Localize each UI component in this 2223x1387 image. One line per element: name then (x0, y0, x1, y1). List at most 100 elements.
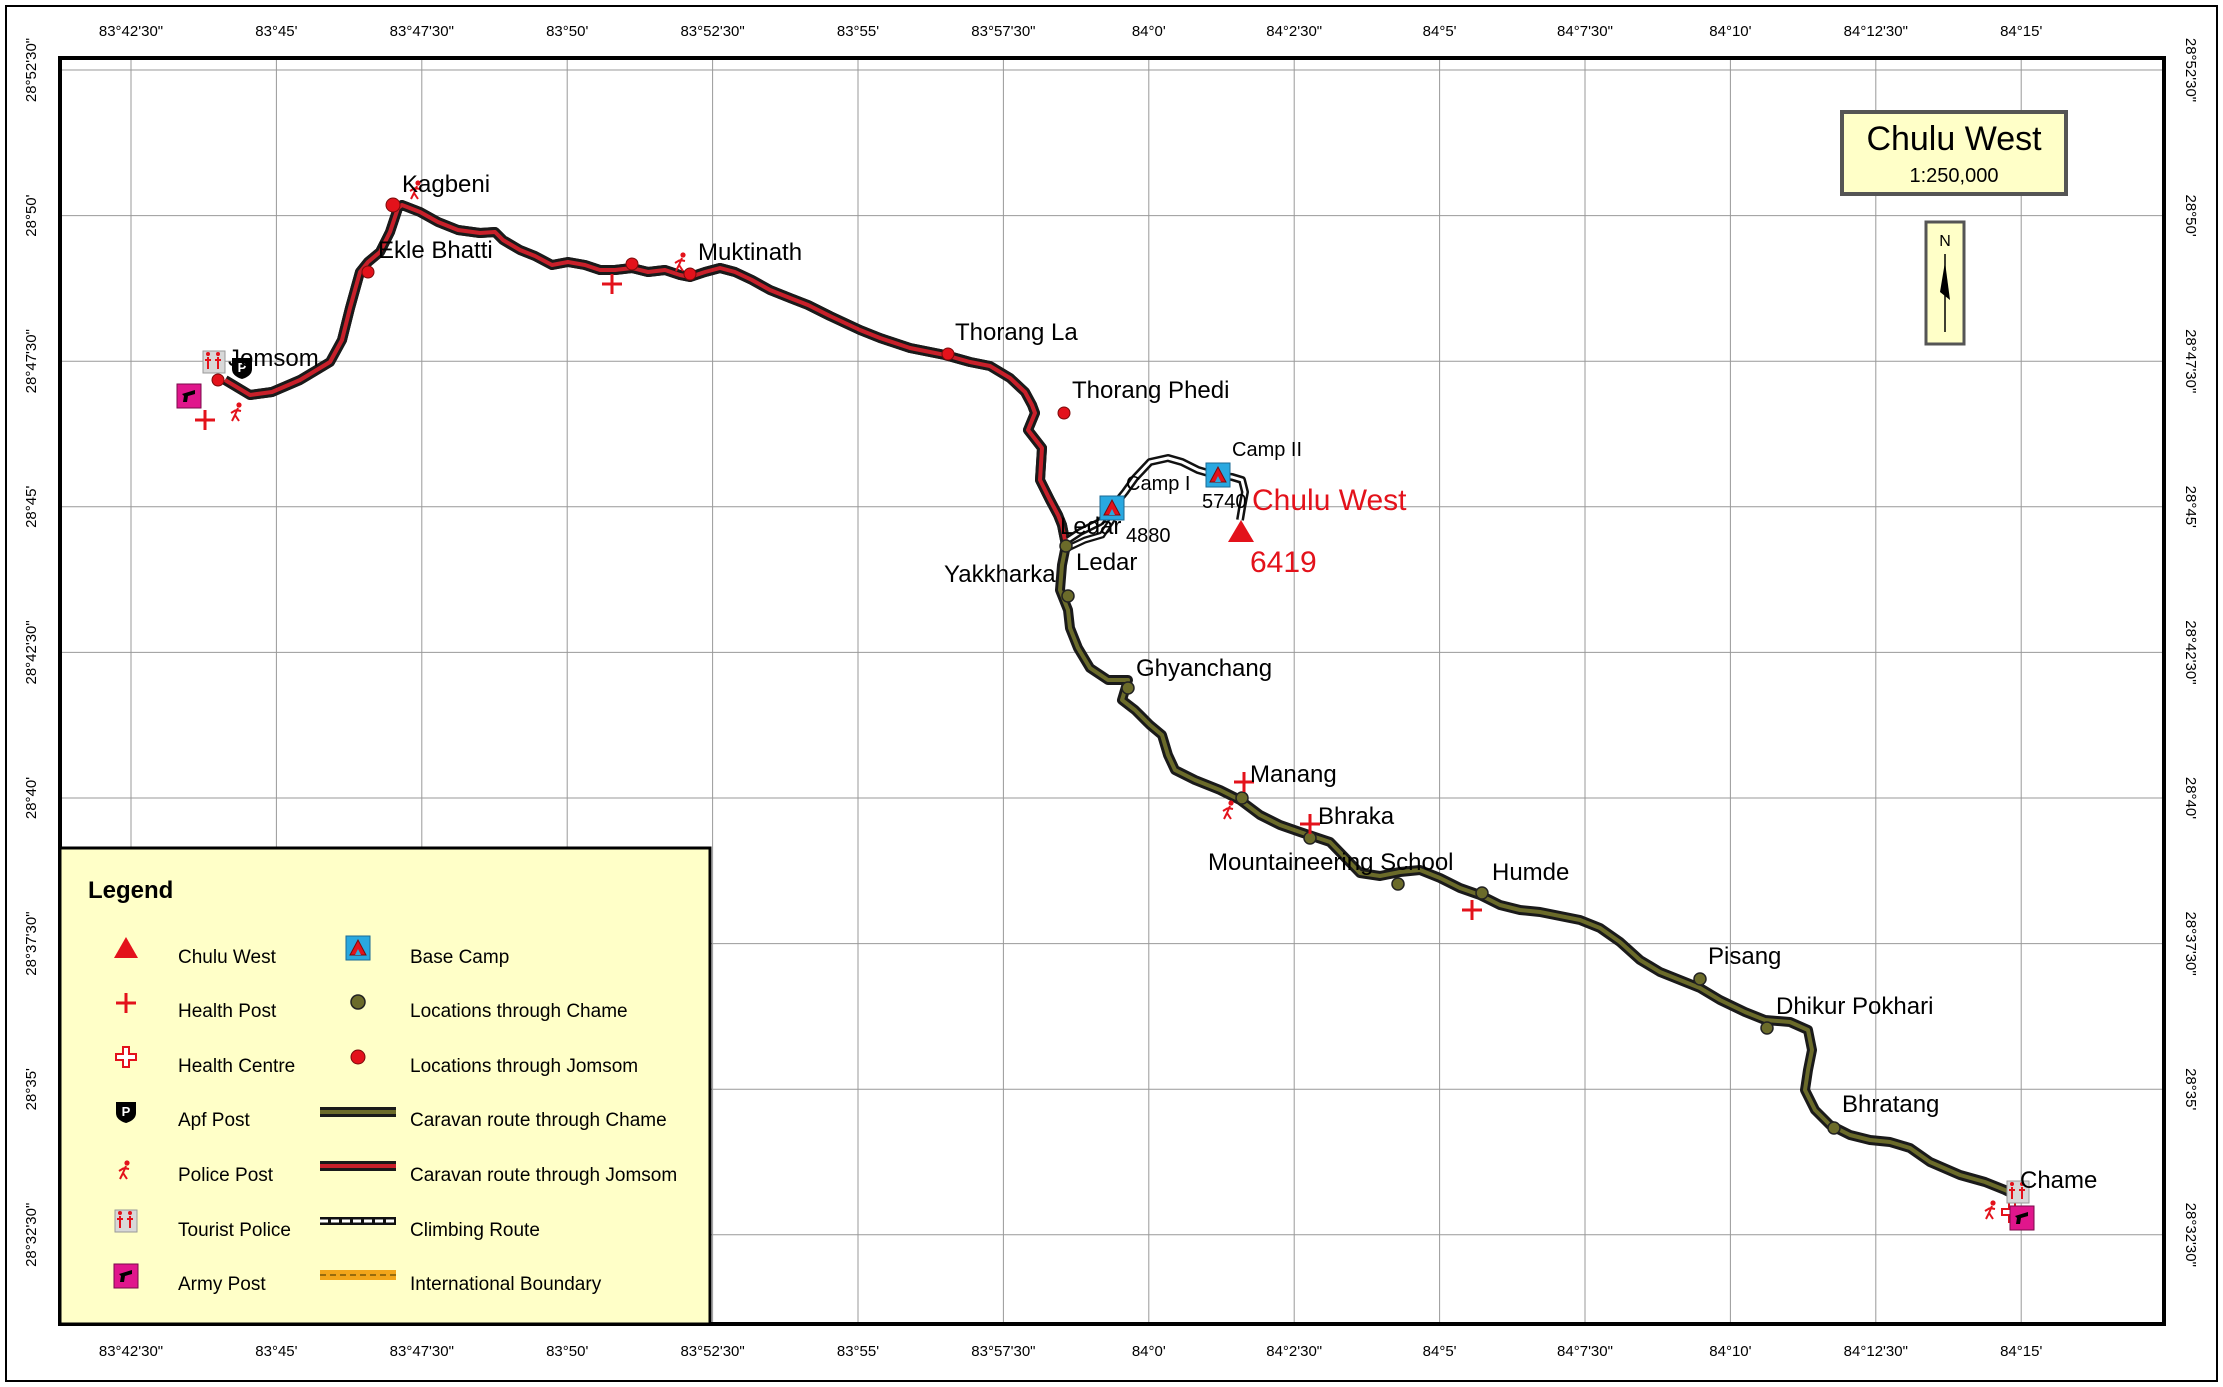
legend-label-health-post: Health Post (178, 1001, 277, 1022)
ekle-bhatti-label: Ekle Bhatti (378, 237, 493, 264)
lat-label-right: 28°45' (2182, 486, 2199, 528)
legend-label-tourist-police: Tourist Police (178, 1220, 291, 1241)
lon-label-top: 83°52'30" (680, 23, 744, 40)
lon-label-top: 83°45' (255, 23, 297, 40)
mountaineering-school-dot (1391, 877, 1405, 891)
lon-label-top: 84°12'30" (1844, 23, 1908, 40)
title-box: Chulu West 1:250,000 (1840, 110, 2068, 196)
camp-ii-elevation: 5740 (1202, 491, 1247, 513)
legend-label-apf-post: Apf Post (178, 1110, 251, 1131)
lat-label-right: 28°52'30" (2182, 38, 2199, 102)
lat-label-right: 28°47'30" (2182, 329, 2199, 393)
legend-chame-location-icon (350, 994, 366, 1010)
chame-locations (1059, 539, 1841, 1135)
mountaineering-school-label: Mountaineering School (1208, 849, 1454, 876)
lon-label-top: 83°57'30" (971, 23, 1035, 40)
lat-label-left: 28°32'30" (23, 1203, 40, 1267)
legend-label-jomsom-locations: Locations through Jomsom (410, 1056, 638, 1077)
lat-label-left: 28°45' (23, 486, 40, 528)
legend-label-chulu-west: Chulu West (178, 947, 277, 968)
chame-route (1055, 544, 2018, 1200)
muktinath-label: Muktinath (698, 239, 802, 266)
yakkharka-label: Yakkharka (944, 561, 1056, 588)
lon-label-top: 84°7'30" (1557, 23, 1613, 40)
ghyanchang-label: Ghyanchang (1136, 655, 1272, 682)
map-title: Chulu West (1866, 120, 2042, 158)
camp-i-label: Camp I (1126, 473, 1190, 495)
humde-label: Humde (1492, 859, 1569, 886)
lon-label-top: 83°42'30" (99, 23, 163, 40)
legend-label-army-post: Army Post (178, 1274, 266, 1295)
lon-label-bottom: 84°7'30" (1557, 1343, 1613, 1360)
lat-label-right: 28°37'30" (2182, 911, 2199, 975)
ledar-dot (1059, 539, 1073, 553)
chame-label: Chame (2020, 1167, 2097, 1194)
yakkharka-dot (1061, 589, 1075, 603)
chulu-west-elevation: 6419 (1250, 546, 1317, 579)
legend-label-jomsom-route: Caravan route through Jomsom (410, 1165, 677, 1186)
lon-label-bottom: 83°42'30" (99, 1343, 163, 1360)
bhratang-dot (1827, 1121, 1841, 1135)
muktinath-dot-2 (683, 267, 697, 281)
bhraka-label: Bhraka (1318, 803, 1395, 830)
legend-label-boundary: International Boundary (410, 1274, 602, 1295)
jomsom-army-post-icon (176, 383, 202, 409)
legend-peak-triangle-icon (114, 937, 138, 958)
lat-label-right: 28°50' (2182, 194, 2199, 236)
camp-ii-label: Camp II (1232, 439, 1302, 461)
lon-label-top: 84°15' (2000, 23, 2042, 40)
lon-label-bottom: 83°50' (546, 1343, 588, 1360)
lon-label-top: 83°55' (837, 23, 879, 40)
lon-label-bottom: 84°2'30" (1266, 1343, 1322, 1360)
jomsom-locations (211, 197, 1071, 420)
lon-label-bottom: 83°52'30" (680, 1343, 744, 1360)
bhratang-label: Bhratang (1842, 1091, 1939, 1118)
lon-label-bottom: 84°10' (1709, 1343, 1751, 1360)
pisang-label: Pisang (1708, 943, 1781, 970)
lat-label-right: 28°40' (2182, 777, 2199, 819)
lon-label-top: 84°0' (1132, 23, 1166, 40)
kagbeni-label: Kagbeni (402, 171, 490, 198)
thorang-phedi-label: Thorang Phedi (1072, 377, 1229, 404)
ledar-base-camp-label: Ledar (1060, 513, 1121, 540)
thorang-la-dot (941, 347, 955, 361)
ekle-bhatti-dot (361, 265, 375, 279)
jomsom-tourist-police-icon (202, 350, 226, 374)
manang-dot (1235, 791, 1249, 805)
lon-label-top: 84°10' (1709, 23, 1751, 40)
lat-label-left: 28°50' (23, 194, 40, 236)
jomsom-dot (211, 373, 225, 387)
legend-label-health-centre: Health Centre (178, 1056, 295, 1077)
lon-label-bottom: 84°5' (1423, 1343, 1457, 1360)
lat-label-left: 28°35' (23, 1068, 40, 1110)
dhikur-pokhari-dot (1760, 1021, 1774, 1035)
jomsom-route (225, 200, 1066, 545)
lat-label-left: 28°42'30" (23, 620, 40, 684)
legend-label-police-post: Police Post (178, 1165, 274, 1186)
lon-label-bottom: 83°55' (837, 1343, 879, 1360)
humde-dot (1475, 886, 1489, 900)
place-labels: Kagbeni Ekle Bhatti Jomsom Muktinath Tho… (228, 171, 2097, 1194)
lat-label-right: 28°32'30" (2182, 1203, 2199, 1267)
lon-label-top: 83°50' (546, 23, 588, 40)
lat-label-left: 28°47'30" (23, 329, 40, 393)
lon-label-bottom: 83°47'30" (390, 1343, 454, 1360)
lon-label-bottom: 84°12'30" (1844, 1343, 1908, 1360)
lon-label-bottom: 84°15' (2000, 1343, 2042, 1360)
kagbeni-dot (385, 197, 401, 213)
lon-label-top: 84°5' (1423, 23, 1457, 40)
legend-label-climbing-route: Climbing Route (410, 1220, 540, 1241)
north-arrow-icon (1940, 262, 1950, 300)
camp-ii-icon (1205, 462, 1231, 488)
ledar-base-camp-elevation: 4880 (1126, 525, 1171, 547)
outer-frame (5, 5, 2218, 1382)
lon-label-bottom: 83°45' (255, 1343, 297, 1360)
coordinate-labels: 83°42'30" 83°42'30" 83°45' 83°45' 83°47'30" 8… (23, 23, 2199, 1360)
chulu-west-peak-icon (1228, 520, 1254, 542)
lon-label-top: 84°2'30" (1266, 23, 1322, 40)
lat-label-left: 28°40' (23, 777, 40, 819)
lat-label-right: 28°42'30" (2182, 620, 2199, 684)
lon-label-top: 83°47'30" (390, 23, 454, 40)
dhikur-pokhari-label: Dhikur Pokhari (1776, 993, 1933, 1020)
